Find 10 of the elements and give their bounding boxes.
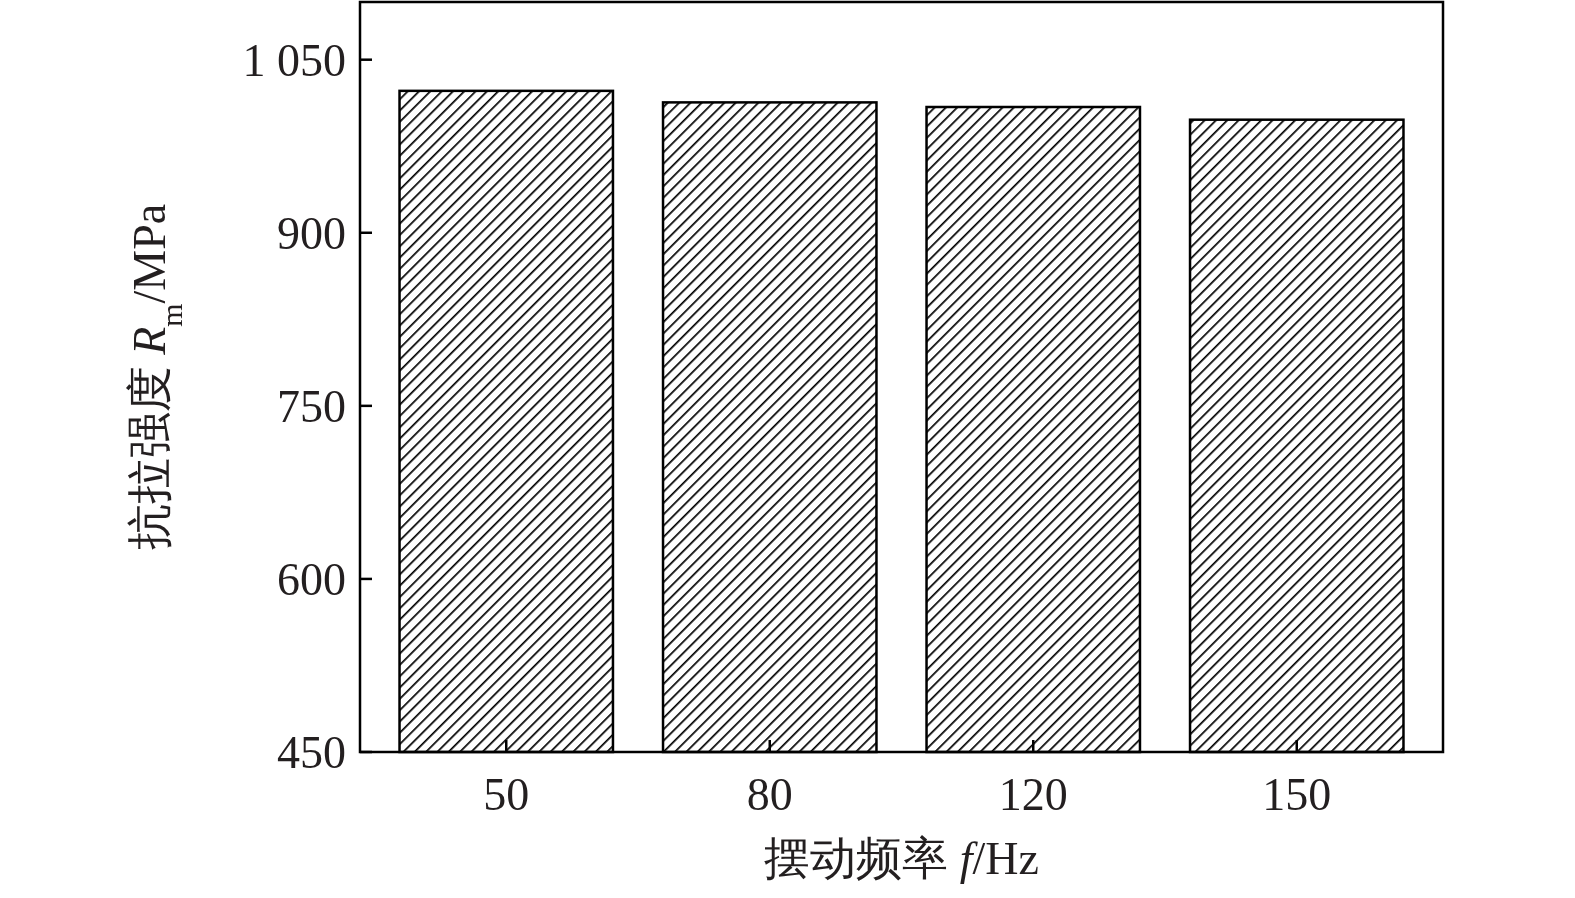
y-tick-label: 600 xyxy=(277,553,346,605)
x-tick-label: 120 xyxy=(998,769,1068,820)
y-tick-label: 1 050 xyxy=(242,34,346,86)
y-tick-label: 450 xyxy=(277,727,346,778)
y-tick-label: 750 xyxy=(277,380,346,432)
x-axis-title: 摆动频率 f/Hz xyxy=(764,833,1039,884)
x-tick-label: 50 xyxy=(483,769,530,820)
y-tick-label: 900 xyxy=(277,207,346,259)
x-tick-label: 150 xyxy=(1262,769,1332,820)
x-tick-label: 80 xyxy=(746,769,793,820)
